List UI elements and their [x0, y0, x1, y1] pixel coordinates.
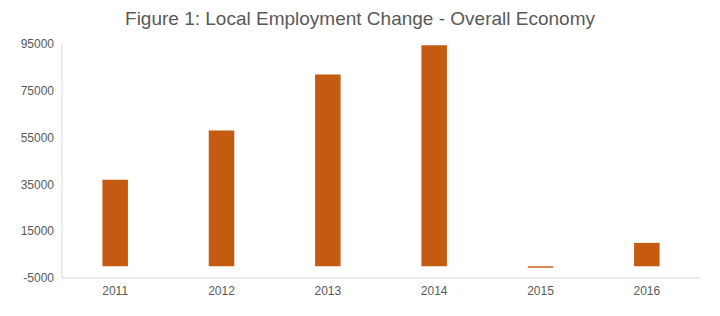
svg-text:2014: 2014 — [421, 284, 448, 298]
svg-text:55000: 55000 — [21, 131, 55, 145]
svg-text:2011: 2011 — [102, 284, 128, 298]
svg-text:2012: 2012 — [208, 284, 235, 298]
svg-text:95000: 95000 — [21, 38, 55, 51]
html-text:Figure 1: Local Employment Cha: Figure 1: Local Employment Change - Over… — [125, 8, 595, 29]
svg-text:-5000: -5000 — [23, 271, 54, 285]
svg-text:75000: 75000 — [21, 84, 55, 98]
svg-text:35000: 35000 — [21, 178, 55, 192]
svg-text:15000: 15000 — [21, 224, 55, 238]
svg-text:2015: 2015 — [527, 284, 554, 298]
svg-text:2013: 2013 — [314, 284, 341, 298]
svg-text:2016: 2016 — [633, 284, 660, 298]
